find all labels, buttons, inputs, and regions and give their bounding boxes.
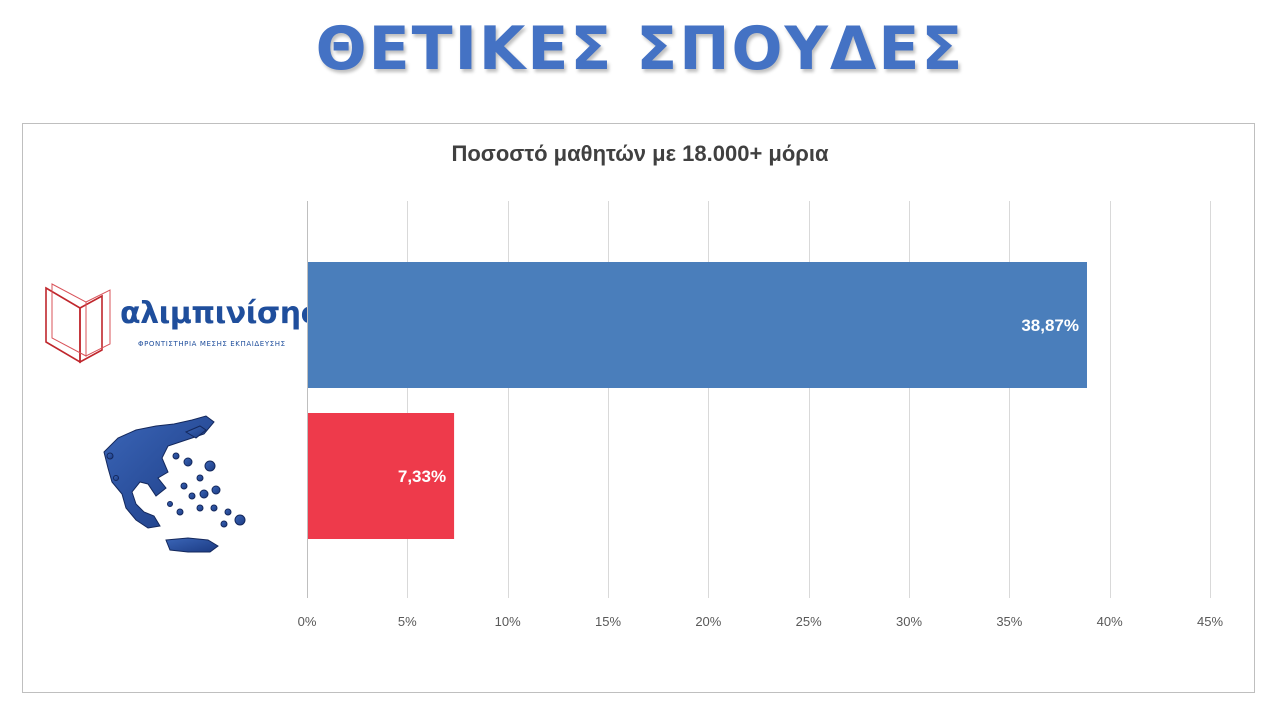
bar: [308, 262, 1087, 388]
greece-map-icon: [103, 415, 246, 553]
x-tick-label: 15%: [595, 614, 621, 629]
x-tick-label: 25%: [796, 614, 822, 629]
x-tick-label: 10%: [495, 614, 521, 629]
x-tick-label: 30%: [896, 614, 922, 629]
alimpinisis-logo: αλιμπινίσης ΦΡΟΝΤΙΣΤΗΡΙΑ ΜΕΣΗΣ ΕΚΠΑΙΔΕΥΣ…: [40, 282, 318, 368]
slide-title: ΘΕΤΙΚΕΣ ΣΠΟΥΔΕΣ: [315, 14, 965, 84]
chart-frame: [22, 123, 1255, 693]
x-tick-label: 35%: [996, 614, 1022, 629]
data-label: 7,33%: [398, 467, 446, 486]
bar: [308, 413, 455, 539]
logo-tagline: ΦΡΟΝΤΙΣΤΗΡΙΑ ΜΕΣΗΣ ΕΚΠΑΙΔΕΥΣΗΣ: [138, 340, 286, 348]
data-label: 38,87%: [1021, 316, 1079, 335]
logo-wordmark: αλιμπινίσης: [120, 296, 318, 331]
x-tick-label: 20%: [695, 614, 721, 629]
x-tick-label: 45%: [1197, 614, 1223, 629]
x-tick-label: 40%: [1097, 614, 1123, 629]
chart-title: Ποσοστό μαθητών με 18.000+ μόρια: [451, 141, 829, 166]
x-tick-label: 5%: [398, 614, 417, 629]
book-logo-icon: [45, 283, 111, 364]
x-tick-label: 0%: [298, 614, 317, 629]
